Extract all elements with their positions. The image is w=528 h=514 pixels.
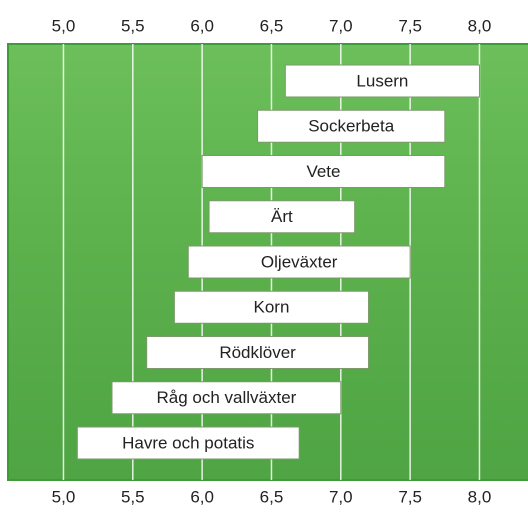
- bar: [284, 64, 480, 98]
- x-tick-label: 5,0: [52, 16, 76, 35]
- bar-label: Sockerbeta: [308, 117, 395, 136]
- x-tick-label: 7,5: [398, 16, 422, 35]
- bar: [76, 426, 300, 460]
- bar: [208, 200, 356, 234]
- x-tick-label: 6,5: [260, 16, 284, 35]
- x-tick-label: 7,0: [329, 16, 353, 35]
- bar-label: Lusern: [356, 71, 408, 90]
- x-tick-label: 8,0: [468, 16, 492, 35]
- bar-label: Vete: [306, 162, 340, 181]
- x-tick-label: 5,0: [52, 487, 76, 506]
- x-tick-label: 5,5: [121, 16, 145, 35]
- bar-label: Korn: [254, 298, 290, 317]
- bar: [146, 336, 370, 369]
- bar-label: Oljeväxter: [261, 252, 338, 271]
- x-tick-label: 6,0: [190, 487, 214, 506]
- x-tick-label: 6,0: [190, 16, 214, 35]
- bar-label: Ärt: [271, 207, 293, 226]
- x-tick-label: 5,5: [121, 487, 145, 506]
- x-tick-label: 6,5: [260, 487, 284, 506]
- x-tick-label: 7,5: [398, 487, 422, 506]
- bar-label: Havre och potatis: [122, 433, 254, 452]
- bar: [111, 381, 342, 415]
- bar: [201, 155, 446, 188]
- x-tick-label: 8,0: [468, 487, 492, 506]
- bar: [187, 245, 411, 279]
- bar: [173, 290, 370, 324]
- bar-label: Rödklöver: [219, 343, 296, 362]
- bar-label: Råg och vallväxter: [156, 388, 296, 407]
- x-tick-label: 7,0: [329, 487, 353, 506]
- bar: [257, 109, 446, 143]
